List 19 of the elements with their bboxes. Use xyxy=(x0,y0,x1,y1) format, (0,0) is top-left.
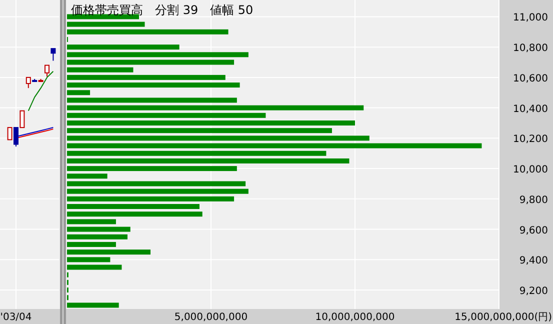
y-tick-label: 10,600 xyxy=(513,73,548,84)
y-tick-label: 10,800 xyxy=(513,43,548,54)
y-tick-label: 11,000 xyxy=(513,12,548,24)
x-tick-label: 15,000,000,000(円) xyxy=(454,312,552,323)
candlestick xyxy=(20,110,25,128)
y-tick-label: 10,200 xyxy=(513,134,548,146)
candlestick xyxy=(14,127,18,148)
x-tick-label: '03/04 xyxy=(0,312,32,323)
x-tick-label: 10,000,000,000 xyxy=(315,312,395,323)
y-tick-label: 9,800 xyxy=(519,194,548,206)
y-tick-label: 9,600 xyxy=(519,225,548,236)
y-tick-label: 9,400 xyxy=(519,256,548,267)
y-tick-label: 9,200 xyxy=(519,286,548,298)
x-tick-label: 5,000,000,000 xyxy=(174,312,248,323)
chart-title: 価格帯売買高 分割 39 値幅 50 xyxy=(71,3,254,17)
y-tick-label: 10,400 xyxy=(513,104,548,115)
candlestick xyxy=(44,64,50,78)
y-tick-label: 10,000 xyxy=(513,164,548,176)
candlestick xyxy=(50,48,56,62)
